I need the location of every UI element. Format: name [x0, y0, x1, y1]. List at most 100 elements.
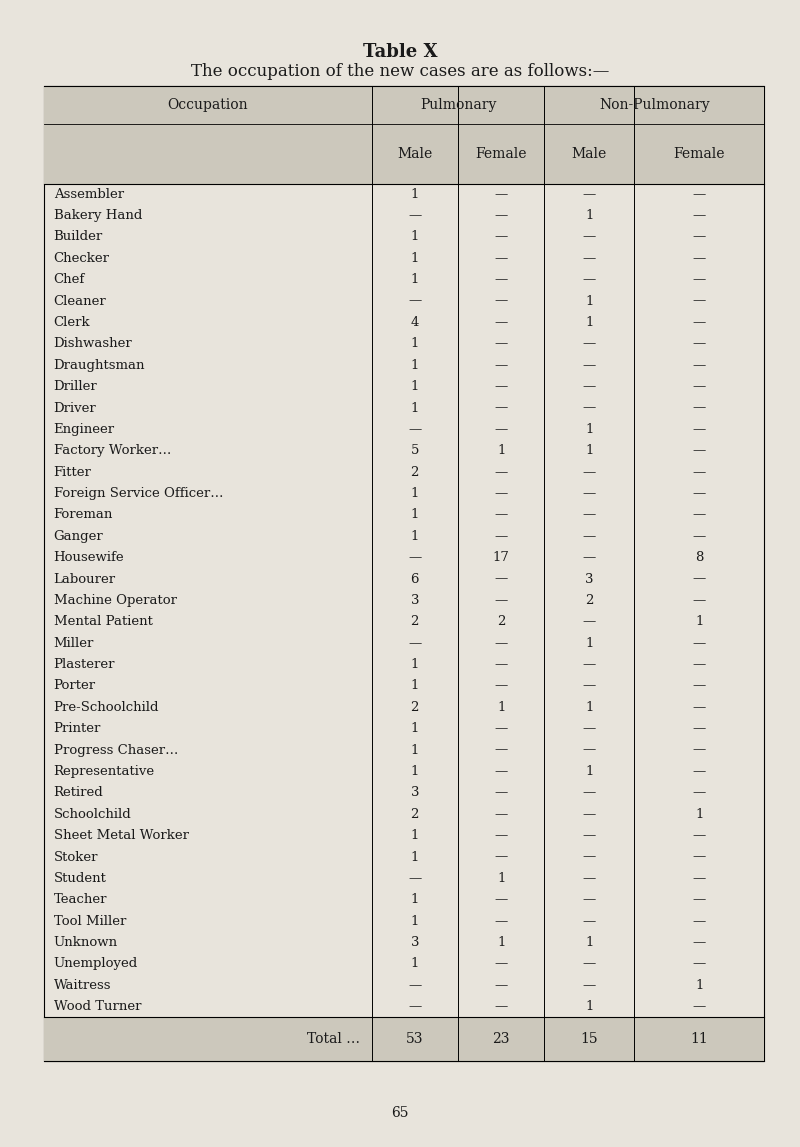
Text: —: —	[494, 851, 508, 864]
Text: Chef: Chef	[54, 273, 85, 287]
Text: 1: 1	[586, 295, 594, 307]
Text: 1: 1	[586, 637, 594, 649]
Text: Retired: Retired	[54, 787, 103, 799]
Text: 8: 8	[695, 552, 703, 564]
Text: Representative: Representative	[54, 765, 154, 778]
Text: 1: 1	[410, 252, 419, 265]
Text: 1: 1	[586, 315, 594, 329]
Text: —: —	[494, 530, 508, 543]
Text: —: —	[494, 743, 508, 757]
Text: 1: 1	[586, 936, 594, 949]
Text: 1: 1	[410, 829, 419, 842]
Text: —: —	[408, 295, 422, 307]
Text: Male: Male	[397, 147, 433, 161]
Text: 1: 1	[410, 188, 419, 201]
Text: —: —	[494, 829, 508, 842]
Text: 1: 1	[410, 337, 419, 350]
Text: Bakery Hand: Bakery Hand	[54, 209, 142, 223]
Text: Mental Patient: Mental Patient	[54, 615, 153, 629]
Text: 1: 1	[410, 530, 419, 543]
Text: —: —	[582, 466, 596, 478]
Bar	[44, 86, 764, 184]
Text: —: —	[582, 487, 596, 500]
Text: 1: 1	[497, 701, 506, 713]
Text: —: —	[494, 188, 508, 201]
Text: —: —	[582, 359, 596, 372]
Text: —: —	[582, 615, 596, 629]
Text: 17: 17	[493, 552, 510, 564]
Text: Stoker: Stoker	[54, 851, 98, 864]
Text: —: —	[582, 508, 596, 522]
Text: 1: 1	[410, 679, 419, 693]
Text: —: —	[582, 273, 596, 287]
Text: —: —	[582, 851, 596, 864]
Text: —: —	[582, 978, 596, 992]
Text: —: —	[408, 872, 422, 885]
Text: Progress Chaser…: Progress Chaser…	[54, 743, 178, 757]
Text: —: —	[494, 231, 508, 243]
Text: Waitress: Waitress	[54, 978, 111, 992]
Text: 1: 1	[410, 508, 419, 522]
Text: —: —	[693, 894, 706, 906]
Text: —: —	[494, 572, 508, 586]
Text: —: —	[693, 337, 706, 350]
Text: Plasterer: Plasterer	[54, 658, 115, 671]
Text: 1: 1	[410, 487, 419, 500]
Text: 23: 23	[493, 1032, 510, 1046]
Text: Pulmonary: Pulmonary	[420, 97, 496, 112]
Text: 1: 1	[497, 936, 506, 949]
Text: —: —	[494, 1000, 508, 1013]
Text: 1: 1	[410, 914, 419, 928]
Text: Tool Miller: Tool Miller	[54, 914, 126, 928]
Text: —: —	[693, 359, 706, 372]
Text: 1: 1	[695, 807, 703, 821]
Text: Foreman: Foreman	[54, 508, 113, 522]
Text: Teacher: Teacher	[54, 894, 107, 906]
Text: Clerk: Clerk	[54, 315, 90, 329]
Text: Dishwasher: Dishwasher	[54, 337, 132, 350]
Text: 2: 2	[586, 594, 594, 607]
Text: —: —	[494, 315, 508, 329]
Text: 2: 2	[410, 807, 419, 821]
Text: —: —	[693, 936, 706, 949]
Text: —: —	[494, 487, 508, 500]
Text: —: —	[408, 423, 422, 436]
Text: 2: 2	[410, 615, 419, 629]
Text: 1: 1	[410, 401, 419, 414]
Text: —: —	[693, 315, 706, 329]
Text: Wood Turner: Wood Turner	[54, 1000, 141, 1013]
Text: —: —	[693, 851, 706, 864]
Text: —: —	[582, 337, 596, 350]
Text: —: —	[693, 572, 706, 586]
Text: —: —	[582, 552, 596, 564]
Text: Labourer: Labourer	[54, 572, 116, 586]
Text: —: —	[582, 829, 596, 842]
Text: Engineer: Engineer	[54, 423, 114, 436]
Text: —: —	[494, 914, 508, 928]
Text: Builder: Builder	[54, 231, 103, 243]
Text: —: —	[693, 487, 706, 500]
Text: —: —	[494, 401, 508, 414]
Text: 3: 3	[410, 594, 419, 607]
Text: 1: 1	[695, 978, 703, 992]
Text: 1: 1	[497, 444, 506, 458]
Text: 1: 1	[695, 615, 703, 629]
Text: Pre-Schoolchild: Pre-Schoolchild	[54, 701, 159, 713]
Text: Fitter: Fitter	[54, 466, 91, 478]
Text: —: —	[582, 188, 596, 201]
Text: —: —	[693, 958, 706, 970]
Text: Non-Pulmonary: Non-Pulmonary	[599, 97, 710, 112]
Text: —: —	[494, 380, 508, 393]
Text: —: —	[494, 658, 508, 671]
Text: Housewife: Housewife	[54, 552, 124, 564]
Text: Draughtsman: Draughtsman	[54, 359, 145, 372]
Text: —: —	[408, 1000, 422, 1013]
Text: 1: 1	[586, 701, 594, 713]
Text: —: —	[408, 209, 422, 223]
Text: —: —	[693, 829, 706, 842]
Text: —: —	[693, 466, 706, 478]
Text: —: —	[582, 530, 596, 543]
Text: —: —	[693, 872, 706, 885]
Text: —: —	[693, 273, 706, 287]
Text: —: —	[494, 209, 508, 223]
